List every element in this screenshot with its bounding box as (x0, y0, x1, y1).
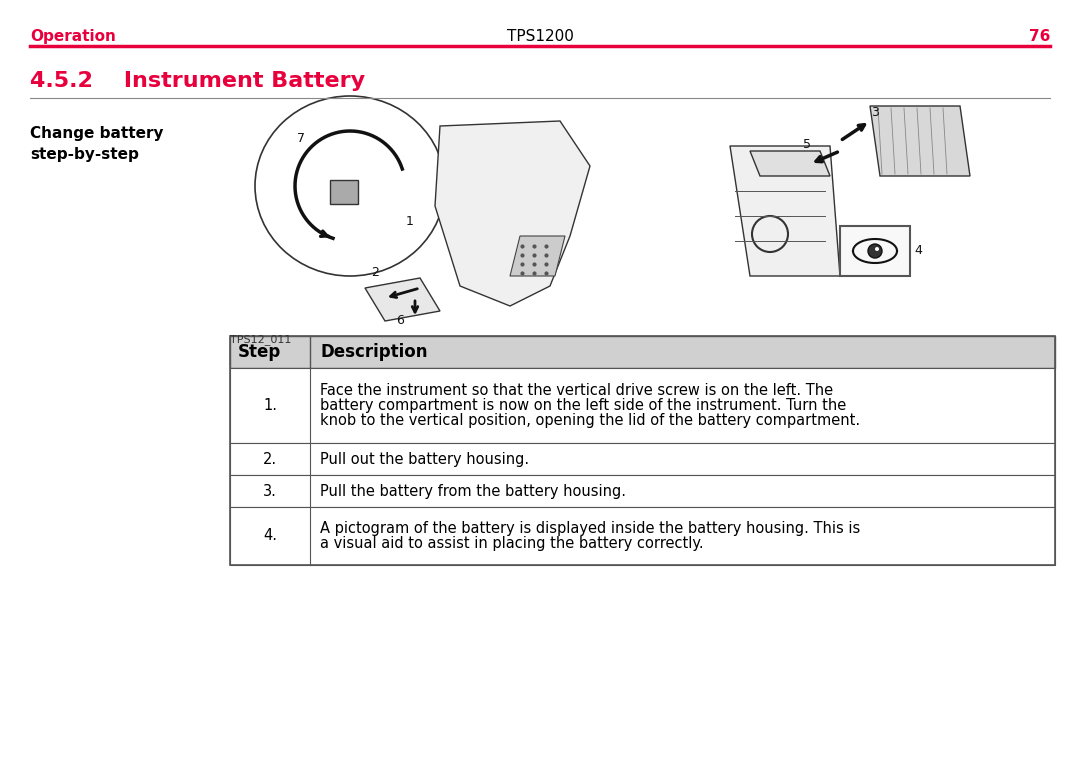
Text: knob to the vertical position, opening the lid of the battery compartment.: knob to the vertical position, opening t… (320, 413, 860, 428)
Text: 4: 4 (914, 244, 922, 257)
FancyBboxPatch shape (230, 336, 1055, 368)
FancyBboxPatch shape (330, 180, 357, 204)
Text: battery compartment is now on the left side of the instrument. Turn the: battery compartment is now on the left s… (320, 398, 847, 413)
FancyBboxPatch shape (230, 507, 1055, 565)
Text: TPS12_011: TPS12_011 (230, 334, 292, 345)
Polygon shape (510, 236, 565, 276)
Text: 3.: 3. (264, 483, 276, 499)
Text: 2: 2 (372, 266, 379, 279)
FancyBboxPatch shape (230, 368, 1055, 443)
Text: Pull the battery from the battery housing.: Pull the battery from the battery housin… (320, 483, 626, 499)
Text: 1: 1 (406, 214, 414, 228)
Text: Operation: Operation (30, 28, 116, 44)
Polygon shape (870, 106, 970, 176)
Text: Step: Step (238, 343, 281, 361)
Text: Description: Description (320, 343, 428, 361)
Text: TPS1200: TPS1200 (507, 28, 573, 44)
Text: 3: 3 (872, 106, 879, 119)
FancyBboxPatch shape (840, 226, 910, 276)
Text: 6: 6 (396, 314, 404, 327)
Text: a visual aid to assist in placing the battery correctly.: a visual aid to assist in placing the ba… (320, 536, 704, 551)
FancyBboxPatch shape (230, 475, 1055, 507)
Text: 76: 76 (1028, 28, 1050, 44)
Polygon shape (730, 146, 840, 276)
Circle shape (875, 247, 879, 251)
Text: 7: 7 (297, 132, 305, 145)
Text: 1.: 1. (264, 398, 276, 413)
Text: A pictogram of the battery is displayed inside the battery housing. This is: A pictogram of the battery is displayed … (320, 521, 861, 536)
Text: Face the instrument so that the vertical drive screw is on the left. The: Face the instrument so that the vertical… (320, 383, 833, 398)
Text: 2.: 2. (262, 451, 278, 466)
Polygon shape (435, 121, 590, 306)
Text: 4.5.2    Instrument Battery: 4.5.2 Instrument Battery (30, 71, 365, 91)
Circle shape (868, 244, 882, 258)
Text: 5: 5 (804, 138, 811, 151)
Polygon shape (750, 151, 831, 176)
Text: Change battery
step-by-step: Change battery step-by-step (30, 126, 163, 162)
Text: Pull out the battery housing.: Pull out the battery housing. (320, 451, 529, 466)
FancyBboxPatch shape (230, 443, 1055, 475)
Text: 4.: 4. (264, 529, 276, 544)
Polygon shape (365, 278, 440, 321)
